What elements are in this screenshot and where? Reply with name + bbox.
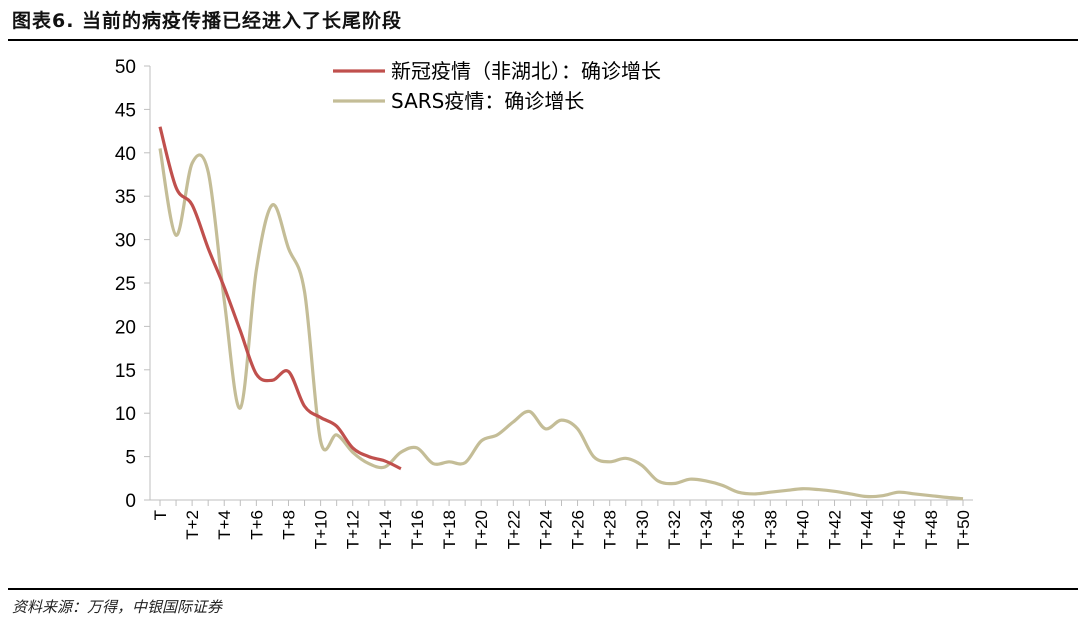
y-tick-label: 25 — [115, 274, 136, 295]
series-line-sars — [158, 148, 964, 501]
y-tick-label: 50 — [115, 57, 136, 78]
y-tick-label: 5 — [125, 448, 136, 469]
x-tick-label: T+28 — [601, 510, 620, 549]
x-tick-label: T+10 — [312, 510, 331, 549]
series-points-sars — [159, 147, 964, 500]
x-tick-label: T+44 — [858, 510, 877, 549]
x-tick-label: T+48 — [922, 510, 941, 549]
series-line-covid — [158, 126, 402, 471]
x-tick-label: T+12 — [344, 510, 363, 549]
x-tick-label: T+14 — [376, 510, 395, 549]
y-tick-label: 20 — [115, 317, 136, 338]
x-tick-label: T+42 — [826, 510, 845, 549]
y-tick-label: 15 — [115, 361, 136, 382]
x-tick-label: T+16 — [408, 510, 427, 549]
x-tick-label: T+6 — [247, 510, 266, 540]
x-tick-label: T+50 — [954, 510, 973, 549]
legend-label: SARS疫情：确诊增长 — [391, 89, 584, 113]
x-tick-label: T+4 — [215, 510, 234, 540]
legend-label: 新冠疫情（非湖北）：确诊增长 — [391, 59, 661, 83]
x-tick-label: T+18 — [440, 510, 459, 549]
legend: 新冠疫情（非湖北）：确诊增长 SARS疫情：确诊增长 — [333, 59, 661, 113]
x-tick-label: T+38 — [761, 510, 780, 549]
x-tick-label: T+20 — [472, 510, 491, 549]
x-tick-label: T+22 — [504, 510, 523, 549]
y-tick-label: 40 — [115, 144, 136, 165]
y-tick-label: 10 — [115, 404, 136, 425]
y-tick-label: 30 — [115, 231, 136, 252]
figure-title: 图表6. 当前的病疫传播已经进入了长尾阶段 — [12, 10, 403, 32]
y-tick-label: 0 — [125, 491, 136, 512]
y-tick-label: 45 — [115, 100, 136, 121]
x-axis: T T+2 T+4 T+6 T+8 T+10 T+12 T+14 T+16 T+18 T+20 T+2… — [150, 499, 973, 549]
top-rule — [8, 39, 1078, 41]
x-tick-label: T+46 — [890, 510, 909, 549]
x-tick-label: T+34 — [697, 510, 716, 549]
x-tick-label: T+32 — [665, 510, 684, 549]
x-tick-label: T — [151, 510, 170, 520]
x-tick-label: T+2 — [183, 510, 202, 540]
source-note: 资料来源：万得，中银国际证券 — [12, 598, 223, 616]
bottom-rule — [8, 588, 1078, 590]
y-axis: 0 5 10 15 20 25 30 35 40 45 50 — [115, 57, 151, 512]
series-points-covid — [159, 126, 402, 470]
x-tick-label: T+36 — [729, 510, 748, 549]
x-tick-label: T+24 — [536, 510, 555, 549]
y-tick-label: 35 — [115, 187, 136, 208]
x-tick-label: T+30 — [633, 510, 652, 549]
series-layer — [158, 126, 964, 501]
x-tick-label: T+26 — [569, 510, 588, 549]
x-tick-label: T+8 — [279, 510, 298, 540]
x-tick-label: T+40 — [793, 510, 812, 549]
